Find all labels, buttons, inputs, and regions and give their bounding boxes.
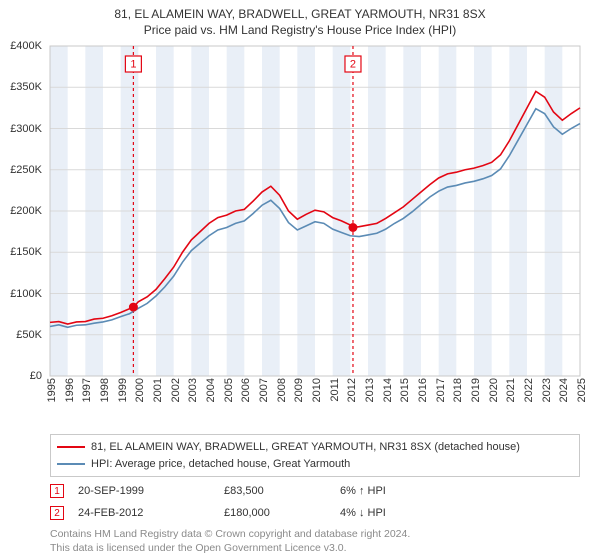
x-tick-label: 1996 <box>64 378 76 402</box>
event-index-box-2: 2 <box>50 506 64 520</box>
legend: 81, EL ALAMEIN WAY, BRADWELL, GREAT YARM… <box>50 434 580 477</box>
y-tick-label: £150K <box>10 246 42 258</box>
chart-title-line1: 81, EL ALAMEIN WAY, BRADWELL, GREAT YARM… <box>114 7 485 21</box>
event-index-2: 2 <box>54 508 60 519</box>
y-tick-label: £300K <box>10 123 42 135</box>
x-tick-label: 2015 <box>399 378 411 402</box>
x-tick-label: 2010 <box>311 378 323 402</box>
x-tick-label: 2004 <box>205 378 217 402</box>
x-tick-label: 2011 <box>329 378 341 402</box>
events-table: 1 20-SEP-1999 £83,500 6% ↑ HPI 2 24-FEB-… <box>50 480 580 524</box>
event-date-1: 20-SEP-1999 <box>78 485 218 497</box>
event-date-2: 24-FEB-2012 <box>78 507 218 519</box>
x-tick-label: 2002 <box>170 378 182 402</box>
x-tick-label: 2012 <box>346 378 358 402</box>
chart-title-line2: Price paid vs. HM Land Registry's House … <box>0 22 600 38</box>
chart-plot-area: 12 <box>50 46 580 376</box>
x-tick-label: 2001 <box>152 378 164 402</box>
event-index-box-1: 1 <box>50 484 64 498</box>
event-row-1: 1 20-SEP-1999 £83,500 6% ↑ HPI <box>50 480 580 502</box>
x-tick-label: 2016 <box>417 378 429 402</box>
event-price-2: £180,000 <box>224 507 334 519</box>
y-axis-labels: £0£50K£100K£150K£200K£250K£300K£350K£400… <box>0 46 46 376</box>
legend-swatch-price-paid <box>57 446 85 448</box>
x-tick-label: 2024 <box>558 378 570 402</box>
x-tick-label: 2017 <box>435 378 447 402</box>
x-axis-labels: 1995199619971998199920002001200220032004… <box>50 378 580 438</box>
y-tick-label: £200K <box>10 205 42 217</box>
x-tick-label: 2006 <box>240 378 252 402</box>
x-tick-label: 2013 <box>364 378 376 402</box>
event-price-1: £83,500 <box>224 485 334 497</box>
x-tick-label: 1999 <box>117 378 129 402</box>
legend-swatch-hpi <box>57 463 85 465</box>
x-tick-label: 2022 <box>523 378 535 402</box>
y-tick-label: £50K <box>16 329 42 341</box>
x-tick-label: 2021 <box>505 378 517 402</box>
x-tick-label: 2018 <box>452 378 464 402</box>
x-tick-label: 2007 <box>258 378 270 402</box>
legend-label-hpi: HPI: Average price, detached house, Grea… <box>91 456 350 473</box>
x-tick-label: 2003 <box>187 378 199 402</box>
x-tick-label: 2008 <box>276 378 288 402</box>
y-tick-label: £400K <box>10 40 42 52</box>
x-tick-label: 2005 <box>223 378 235 402</box>
x-tick-label: 2009 <box>293 378 305 402</box>
y-tick-label: £100K <box>10 288 42 300</box>
y-tick-label: £0 <box>30 370 42 382</box>
footer: Contains HM Land Registry data © Crown c… <box>50 528 580 555</box>
x-tick-label: 1998 <box>99 378 111 402</box>
x-tick-label: 1997 <box>81 378 93 402</box>
svg-text:2: 2 <box>350 58 356 70</box>
x-tick-label: 2025 <box>576 378 588 402</box>
svg-text:1: 1 <box>130 58 136 70</box>
legend-item-hpi: HPI: Average price, detached house, Grea… <box>57 456 573 473</box>
chart-svg: 12 <box>50 46 580 376</box>
x-tick-label: 2020 <box>488 378 500 402</box>
event-delta-2: 4% ↓ HPI <box>340 507 580 519</box>
legend-item-price-paid: 81, EL ALAMEIN WAY, BRADWELL, GREAT YARM… <box>57 439 573 456</box>
event-row-2: 2 24-FEB-2012 £180,000 4% ↓ HPI <box>50 502 580 524</box>
event-dot-1 <box>129 303 138 312</box>
x-tick-label: 2014 <box>382 378 394 402</box>
x-tick-label: 2019 <box>470 378 482 402</box>
footer-line1: Contains HM Land Registry data © Crown c… <box>50 528 580 542</box>
event-dot-2 <box>348 223 357 232</box>
x-tick-label: 2000 <box>134 378 146 402</box>
event-delta-1: 6% ↑ HPI <box>340 485 580 497</box>
legend-label-price-paid: 81, EL ALAMEIN WAY, BRADWELL, GREAT YARM… <box>91 439 520 456</box>
y-tick-label: £250K <box>10 164 42 176</box>
x-tick-label: 2023 <box>541 378 553 402</box>
chart-container: 81, EL ALAMEIN WAY, BRADWELL, GREAT YARM… <box>0 0 600 560</box>
footer-line2: This data is licensed under the Open Gov… <box>50 542 580 556</box>
x-tick-label: 1995 <box>46 378 58 402</box>
event-index-1: 1 <box>54 486 60 497</box>
chart-title: 81, EL ALAMEIN WAY, BRADWELL, GREAT YARM… <box>0 0 600 38</box>
y-tick-label: £350K <box>10 81 42 93</box>
